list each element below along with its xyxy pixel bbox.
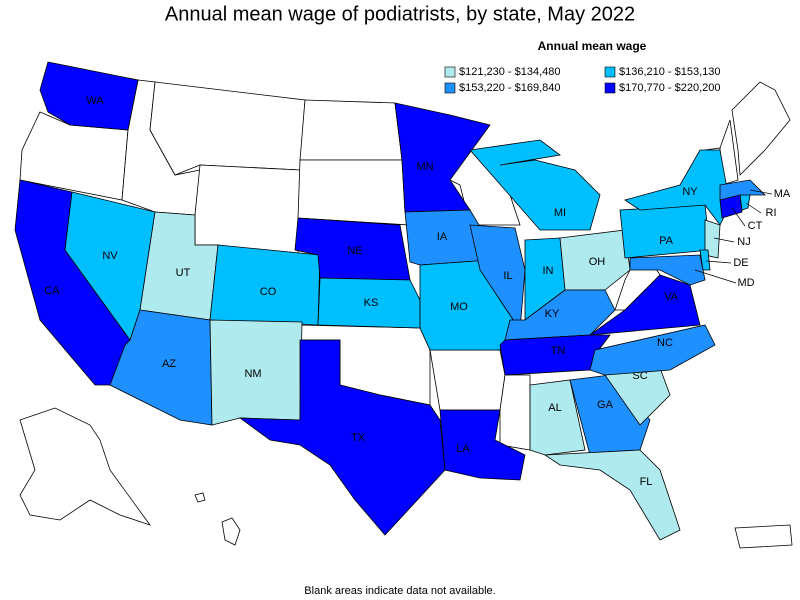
state-label: NV [102,250,118,262]
state-label: MO [450,301,468,313]
state [704,219,721,259]
state-label: DE [733,257,748,269]
state-label: NE [347,245,362,257]
state-label: LA [456,443,470,455]
state-blank [429,349,506,411]
state-label: MN [416,161,433,173]
legend-swatch [604,82,616,94]
legend-label: $170,770 - $220,200 [619,82,721,94]
legend-swatch [444,66,456,78]
state-blank [499,374,531,451]
state [629,254,706,286]
state-blank [19,407,152,526]
state-label: MA [774,188,791,200]
state-blank [221,517,241,546]
state-label: TX [351,432,366,444]
state-label: MI [554,207,566,219]
states: WA CA NV UT AZ CO NM NE KS TX MN IA MO LA IL MI IN OH KY TN… [14,61,791,541]
legend: $121,230 - $134,480 $136,210 - $153,130 $1… [444,66,721,94]
state-blank [731,81,791,176]
state-label: NY [682,186,698,198]
state [543,449,681,541]
state-label: RI [766,207,777,219]
leader-line [731,207,746,227]
state [394,102,491,213]
state [569,374,651,456]
leader-line [705,260,732,264]
state-blank [734,524,793,549]
state-blank [297,159,411,226]
state [529,379,586,456]
state [719,194,743,219]
state-label: NM [244,368,261,380]
state [589,324,716,376]
blank-states [19,79,793,549]
leader-line [749,189,773,195]
state-label: NJ [737,236,750,248]
state-label: VA [664,291,679,303]
state-label: CA [44,285,60,297]
state [499,334,611,376]
state-label: KS [364,297,379,309]
state-blank [149,81,306,176]
state-label: KY [545,308,560,320]
state [439,409,526,481]
state [559,229,631,291]
state-label: AZ [162,358,176,370]
state-label: OH [589,256,606,268]
state-label: IL [503,270,512,282]
state-label: MD [737,277,754,289]
state [238,339,446,536]
state-label: GA [597,399,614,411]
state-label: PA [659,235,674,247]
state [469,139,601,231]
state-label: IA [437,231,448,243]
state [619,204,711,259]
legend-title: Annual mean wage [538,39,647,53]
legend-label: $121,230 - $134,480 [459,66,561,78]
map-title: Annual mean wage of podiatrists, by stat… [165,3,635,25]
state-label: CT [748,220,763,232]
legend-label: $136,210 - $153,130 [619,66,721,78]
state [588,274,701,336]
state [719,179,766,201]
state-label: TN [551,345,566,357]
state-label: WA [86,95,104,107]
leader-line [694,269,737,284]
legend-swatch [604,66,616,78]
leader-line [713,237,735,243]
legend-swatch [444,82,456,94]
state-label: IN [543,265,554,277]
state-blank [194,492,206,503]
footnote: Blank areas indicate data not available. [304,585,495,597]
state-blank [299,99,403,161]
state [39,61,139,131]
state-label: CO [260,286,277,298]
state-label: AL [548,402,561,414]
legend-label: $153,220 - $169,840 [459,82,561,94]
state-label: NC [657,337,673,349]
leader-line [745,202,762,214]
state-label: FL [640,476,653,488]
state-blank [194,164,301,256]
state-label: UT [176,267,191,279]
